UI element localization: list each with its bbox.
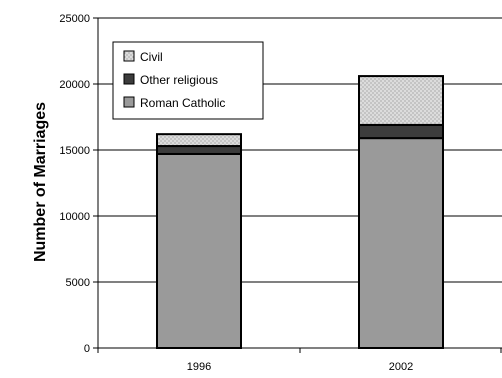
y-tick-label: 25000 [59, 13, 90, 25]
legend-swatch [123, 73, 135, 85]
bar-segment-roman-catholic-2002 [358, 137, 444, 349]
legend-swatch [123, 50, 135, 62]
x-tick-label: 1996 [187, 361, 211, 373]
x-tick-label: 2002 [389, 361, 413, 373]
y-tick-label: 15000 [59, 145, 90, 157]
legend-label: Roman Catholic [140, 96, 225, 110]
y-tick-label: 10000 [59, 211, 90, 223]
bar-segment-civil-2002 [358, 75, 444, 126]
y-tick-label: 20000 [59, 79, 90, 91]
legend-label: Civil [140, 50, 163, 64]
y-axis-title-group: Number of Marriages [32, 102, 49, 262]
legend: Civil Other religious Roman Catholic [112, 41, 264, 120]
legend-label: Other religious [140, 73, 218, 87]
legend-swatch [123, 96, 135, 108]
x-axis-ticks: 1996 2002 [97, 348, 502, 373]
y-tick-label: 5000 [66, 277, 90, 289]
legend-box [112, 41, 264, 120]
y-axis-title: Number of Marriages [32, 102, 49, 262]
bar-segment-roman-catholic-1996 [156, 152, 242, 349]
bar-segment-other-religious-2002 [358, 123, 444, 140]
bar-segment-other-religious-1996 [156, 145, 242, 155]
y-axis-ticks: 0 5000 10000 15000 20000 25000 [59, 13, 98, 355]
bar-segment-civil-1996 [156, 133, 242, 148]
y-tick-label: 0 [84, 343, 90, 355]
